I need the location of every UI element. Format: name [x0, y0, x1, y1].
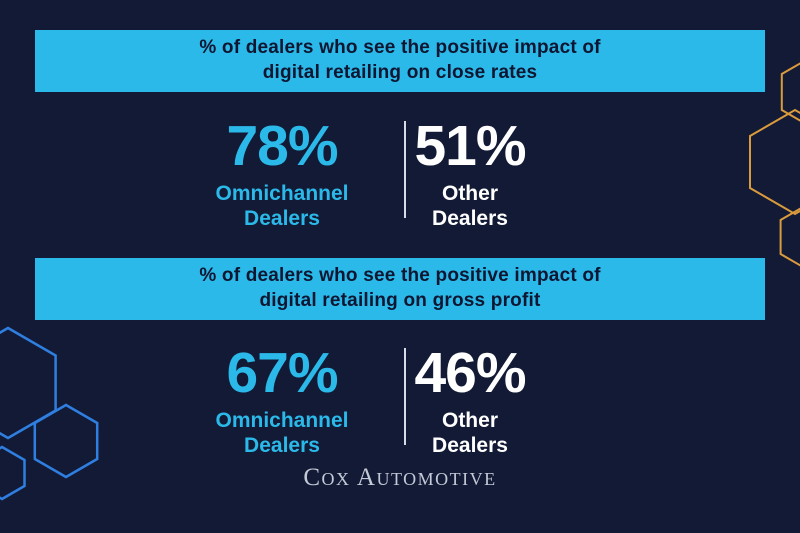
stat-value: 67% — [226, 341, 338, 405]
banner-text-line2: digital retailing on gross profit — [259, 290, 541, 311]
vertical-divider — [404, 348, 406, 445]
stat-label-line1: Other — [441, 409, 498, 432]
stat-value: 51% — [414, 114, 526, 178]
banner-close-rates: % of dealers who see the positive impact… — [35, 30, 765, 92]
stats-row-gross-profit: 67% Omnichannel Dealers 46% Other Dealer… — [0, 345, 800, 459]
stat-label-line1: Omnichannel — [215, 182, 349, 205]
stat-label: Omnichannel Dealers — [162, 182, 402, 232]
stat-other-gross-profit: 46% Other Dealers — [350, 345, 590, 459]
stat-label-line1: Other — [441, 182, 498, 205]
stat-label-line2: Dealers — [432, 206, 508, 230]
stat-label-line1: Omnichannel — [215, 409, 349, 432]
banner-text-line2: digital retailing on close rates — [262, 62, 538, 83]
banner-text-line1: % of dealers who see the positive impact… — [199, 37, 601, 59]
banner-text-line1: % of dealers who see the positive impact… — [199, 265, 601, 287]
stat-label: Other Dealers — [350, 182, 590, 232]
banner-gross-profit: % of dealers who see the positive impact… — [35, 258, 765, 320]
stats-row-close-rates: 78% Omnichannel Dealers 51% Other Dealer… — [0, 118, 800, 232]
stat-value: 78% — [226, 114, 338, 178]
stat-omnichannel-close-rates: 78% Omnichannel Dealers — [162, 118, 402, 232]
cox-automotive-logo: Cox Automotive — [303, 464, 497, 491]
vertical-divider — [404, 121, 406, 218]
stat-label-line2: Dealers — [244, 433, 320, 457]
stat-value: 46% — [414, 341, 526, 405]
stat-omnichannel-gross-profit: 67% Omnichannel Dealers — [162, 345, 402, 459]
stat-label: Omnichannel Dealers — [162, 409, 402, 459]
stat-label-line2: Dealers — [432, 433, 508, 457]
stat-label-line2: Dealers — [244, 206, 320, 230]
stat-label: Other Dealers — [350, 409, 590, 459]
stat-other-close-rates: 51% Other Dealers — [350, 118, 590, 232]
